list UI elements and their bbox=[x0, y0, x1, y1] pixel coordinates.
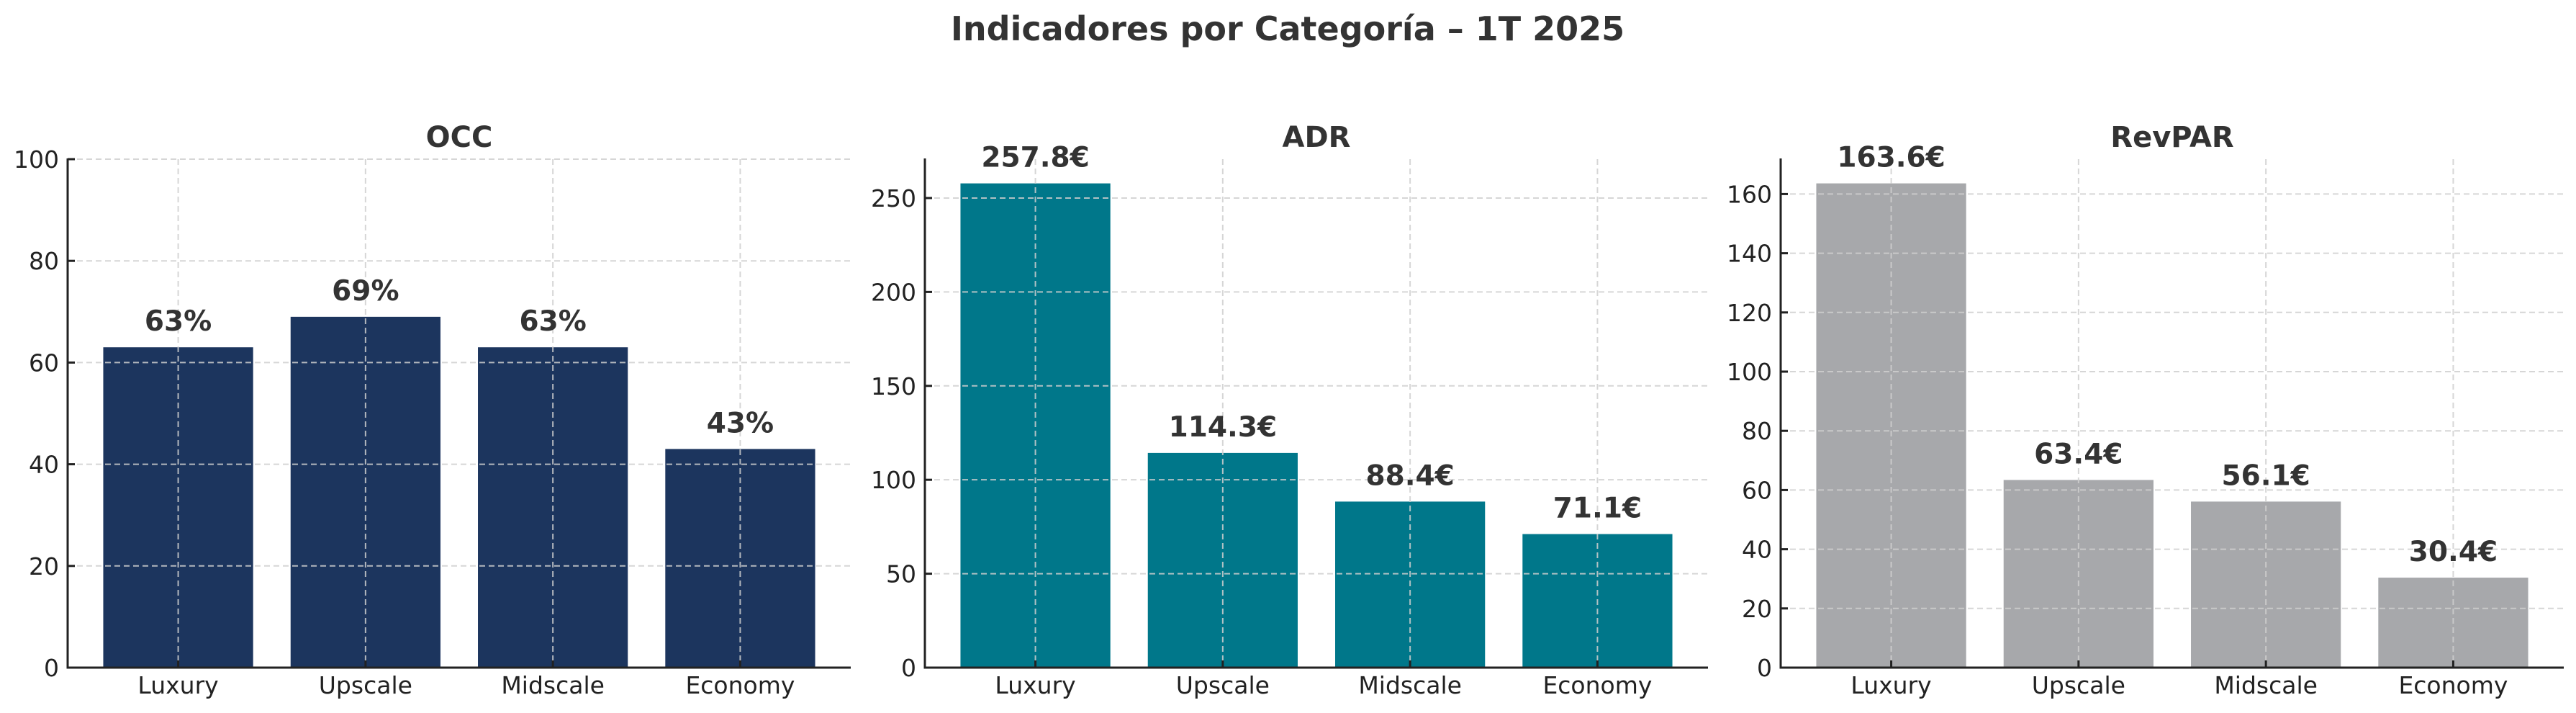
adr-ytick-label: 50 bbox=[886, 560, 916, 588]
adr-value-label: 88.4€ bbox=[1365, 459, 1454, 492]
revpar-chart-title: RevPAR bbox=[2110, 121, 2233, 154]
revpar-ytick-label: 160 bbox=[1727, 180, 1772, 208]
adr-ytick-label: 100 bbox=[871, 466, 916, 494]
adr-value-label: 114.3€ bbox=[1169, 411, 1278, 444]
occ-xtick-label: Upscale bbox=[319, 671, 412, 699]
adr-bar-upscale bbox=[1147, 452, 1298, 668]
revpar-value-label: 63.4€ bbox=[2034, 438, 2123, 470]
occ-ytick-label: 0 bbox=[44, 654, 59, 682]
adr-value-label: 257.8€ bbox=[981, 142, 1090, 174]
occ-ytick-label: 80 bbox=[29, 247, 59, 275]
revpar-ytick-label: 120 bbox=[1727, 299, 1772, 327]
revpar-ytick-label: 20 bbox=[1742, 595, 1772, 623]
revpar-ytick-label: 0 bbox=[1757, 654, 1772, 682]
revpar-ytick-label: 40 bbox=[1742, 536, 1772, 564]
revpar-value-label: 163.6€ bbox=[1837, 142, 1945, 174]
occ-xtick-label: Economy bbox=[685, 671, 795, 699]
revpar-xtick-label: Midscale bbox=[2214, 671, 2318, 699]
adr-xtick-label: Midscale bbox=[1358, 671, 1462, 699]
adr-value-label: 71.1€ bbox=[1553, 493, 1642, 525]
revpar-ytick-label: 140 bbox=[1727, 240, 1772, 268]
occ-ytick-label: 60 bbox=[29, 349, 59, 377]
figure-title: Indicadores por Categoría – 1T 2025 bbox=[951, 9, 1624, 48]
revpar-ytick-label: 80 bbox=[1742, 417, 1772, 445]
adr-ytick-label: 0 bbox=[901, 654, 916, 682]
occ-chart: OCC 0 20 40 60 80 100 Luxury Upscale Midscale Eco… bbox=[14, 121, 851, 699]
adr-gridlines bbox=[925, 159, 1708, 668]
revpar-chart: RevPAR 0 20 40 60 80 100 120 140 160 Luxury Upscal… bbox=[1727, 121, 2564, 699]
occ-value-label: 63% bbox=[519, 305, 586, 338]
adr-ytick-label: 150 bbox=[871, 372, 916, 400]
occ-ytick-label: 100 bbox=[14, 145, 59, 174]
adr-ytick-label: 200 bbox=[871, 278, 916, 306]
adr-xtick-label: Economy bbox=[1542, 671, 1652, 699]
revpar-gridlines bbox=[1781, 159, 2564, 668]
occ-ytick-label: 40 bbox=[29, 451, 59, 479]
revpar-ytick-label: 100 bbox=[1727, 358, 1772, 386]
occ-xtick-label: Luxury bbox=[137, 671, 218, 699]
occ-ytick-label: 20 bbox=[29, 552, 59, 580]
occ-value-label: 63% bbox=[145, 305, 212, 338]
revpar-xtick-label: Luxury bbox=[1850, 671, 1931, 699]
revpar-value-label: 30.4€ bbox=[2409, 536, 2498, 568]
revpar-ytick-label: 60 bbox=[1742, 476, 1772, 504]
adr-chart-title: ADR bbox=[1283, 121, 1351, 154]
revpar-value-label: 56.1€ bbox=[2221, 459, 2310, 492]
occ-value-label: 69% bbox=[332, 275, 399, 308]
revpar-xtick-label: Economy bbox=[2398, 671, 2508, 699]
adr-chart: ADR 0 50 100 150 200 250 Luxury Upscale Midscale… bbox=[871, 121, 1708, 699]
occ-chart-title: OCC bbox=[426, 121, 493, 154]
adr-ytick-label: 250 bbox=[871, 184, 916, 212]
occ-value-label: 43% bbox=[707, 407, 774, 439]
revpar-xtick-label: Upscale bbox=[2032, 671, 2125, 699]
occ-gridlines bbox=[68, 158, 851, 668]
occ-xtick-label: Midscale bbox=[501, 671, 605, 699]
adr-xtick-label: Upscale bbox=[1176, 671, 1270, 699]
adr-xtick-label: Luxury bbox=[995, 671, 1075, 699]
